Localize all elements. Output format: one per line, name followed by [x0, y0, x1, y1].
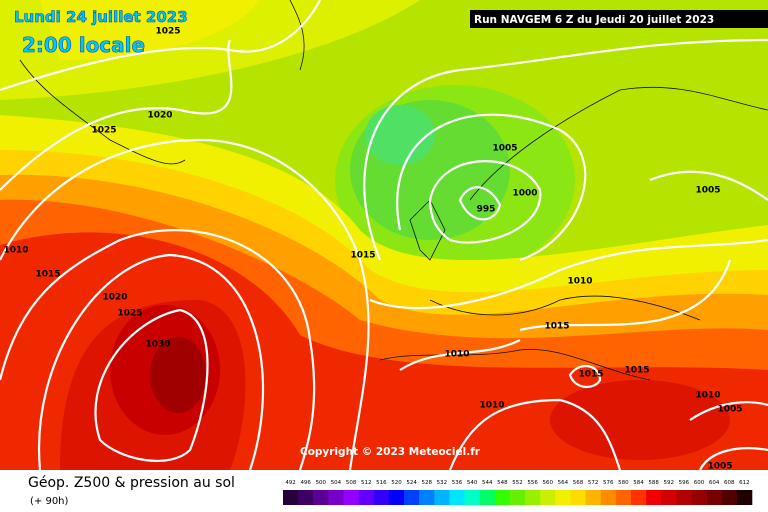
colorbar-cell: [691, 490, 707, 505]
run-box: [470, 10, 768, 28]
colorbar-label: 528: [421, 480, 432, 486]
colorbar-label: 552: [512, 480, 523, 486]
colorbar-label: 496: [300, 480, 311, 486]
colorbar-cell: [328, 490, 344, 505]
isobar-label: 1020: [147, 111, 172, 121]
colorbar-label: 548: [497, 480, 508, 486]
isobar-label: 1005: [695, 186, 720, 196]
colorbar-cell: [585, 490, 602, 505]
isobar-label: 1005: [717, 405, 742, 415]
colorbar-cell: [661, 490, 677, 505]
isobar-label: 1010: [3, 246, 28, 256]
isobar-label: 1010: [567, 277, 592, 287]
colorbar-cell: [373, 490, 390, 505]
colorbar-label: 596: [679, 480, 690, 486]
colorbar-label: 580: [618, 480, 629, 486]
isobar-label: 1015: [624, 366, 649, 376]
colorbar-label: 508: [346, 480, 357, 486]
colorbar-cell: [736, 490, 753, 505]
map-date: Lundi 24 juillet 2023: [14, 8, 188, 26]
copyright: Copyright © 2023 Meteociel.fr: [300, 446, 481, 458]
colorbar-label: 568: [573, 480, 584, 486]
colorbar-cell: [525, 490, 541, 505]
colorbar-cell: [646, 490, 662, 505]
isobar-label: 1010: [479, 401, 504, 411]
colorbar-label: 560: [543, 480, 554, 486]
colorbar-label: 524: [406, 480, 417, 486]
isobar-label: 1015: [350, 251, 375, 261]
colorbar-label: 564: [558, 480, 569, 486]
colorbar-label: 576: [603, 480, 614, 486]
colorbar-cell: [600, 490, 617, 505]
isobars: [0, 0, 768, 471]
colorbar-label: 604: [709, 480, 720, 486]
isobar-label: 1025: [117, 309, 142, 319]
colorbar-cell: [313, 490, 329, 505]
colorbar-label: 540: [467, 480, 478, 486]
isobar-label: 1000: [512, 189, 537, 199]
colorbar-cell: [283, 490, 299, 505]
isobar-label: 1015: [578, 370, 603, 380]
colorbar-cell: [494, 490, 511, 505]
isobar-labels: 1025 1020 1025 1005 1000 995 1005 1010 1…: [3, 27, 742, 472]
colorbar-label: 500: [316, 480, 327, 486]
colorbar-label: 588: [648, 480, 659, 486]
colorbar-cell: [706, 490, 723, 505]
colorbar-cell: [615, 490, 632, 505]
colorbar-label: 608: [724, 480, 735, 486]
colorbar-label: 520: [391, 480, 402, 486]
colorbar-cell: [343, 490, 359, 505]
colorbar-cell: [298, 490, 314, 505]
colorbar-label: 584: [633, 480, 644, 486]
isobar-label: 1010: [695, 391, 720, 401]
colorbar-cell: [479, 490, 496, 505]
colorbar-cell: [555, 490, 571, 505]
colorbar-label: 556: [527, 480, 538, 486]
colorbar-label: 600: [694, 480, 705, 486]
isobar-label: 1020: [102, 293, 127, 303]
colorbar-cell: [570, 490, 586, 505]
isobar-label: 1015: [544, 322, 569, 332]
colorbar-cell: [676, 490, 692, 505]
colorbar-cell: [388, 490, 405, 505]
colorbar-cell: [449, 490, 465, 505]
isobar-label: 1010: [444, 350, 469, 360]
colorbar-cell: [358, 490, 375, 505]
isobar-label: 1005: [492, 144, 517, 154]
colorbar-label: 512: [361, 480, 372, 486]
colorbar-cell: [404, 490, 420, 505]
colorbar: 492 496 500 504 508 512 516 520 524 528 532 536 540 5…: [283, 480, 753, 505]
colorbar-label: 532: [437, 480, 448, 486]
colorbar-label: 592: [664, 480, 675, 486]
colorbar-label: 516: [376, 480, 387, 486]
colorbar-label: 492: [285, 480, 296, 486]
isobar-label: 995: [477, 205, 496, 215]
colorbar-cell: [509, 490, 526, 505]
colorbar-cell: [434, 490, 450, 505]
colorbar-label: 544: [482, 480, 493, 486]
colorbar-cell: [540, 490, 556, 505]
isobar-label: 1005: [707, 462, 732, 472]
map-time: 2:00 locale: [22, 33, 145, 57]
isobar-label: 1025: [155, 27, 180, 37]
colorbar-cell: [419, 490, 435, 505]
run-info: Run NAVGEM 6 Z du Jeudi 20 juillet 2023: [474, 14, 714, 26]
colorbar-label: 612: [739, 480, 750, 486]
colorbar-label: 572: [588, 480, 599, 486]
isobar-label: 1030: [145, 340, 170, 350]
colorbar-label: 504: [331, 480, 342, 486]
colorbar-cell: [464, 490, 480, 505]
isobar-label: 1025: [91, 126, 116, 136]
colorbar-cell: [630, 490, 647, 505]
colorbar-cell: [721, 490, 738, 505]
geopotential-field: [0, 0, 768, 471]
footer-subtitle: (+ 90h): [30, 496, 69, 507]
isobar-label: 1015: [35, 270, 60, 280]
footer-title: Géop. Z500 & pression au sol: [28, 475, 235, 491]
colorbar-label: 536: [452, 480, 463, 486]
